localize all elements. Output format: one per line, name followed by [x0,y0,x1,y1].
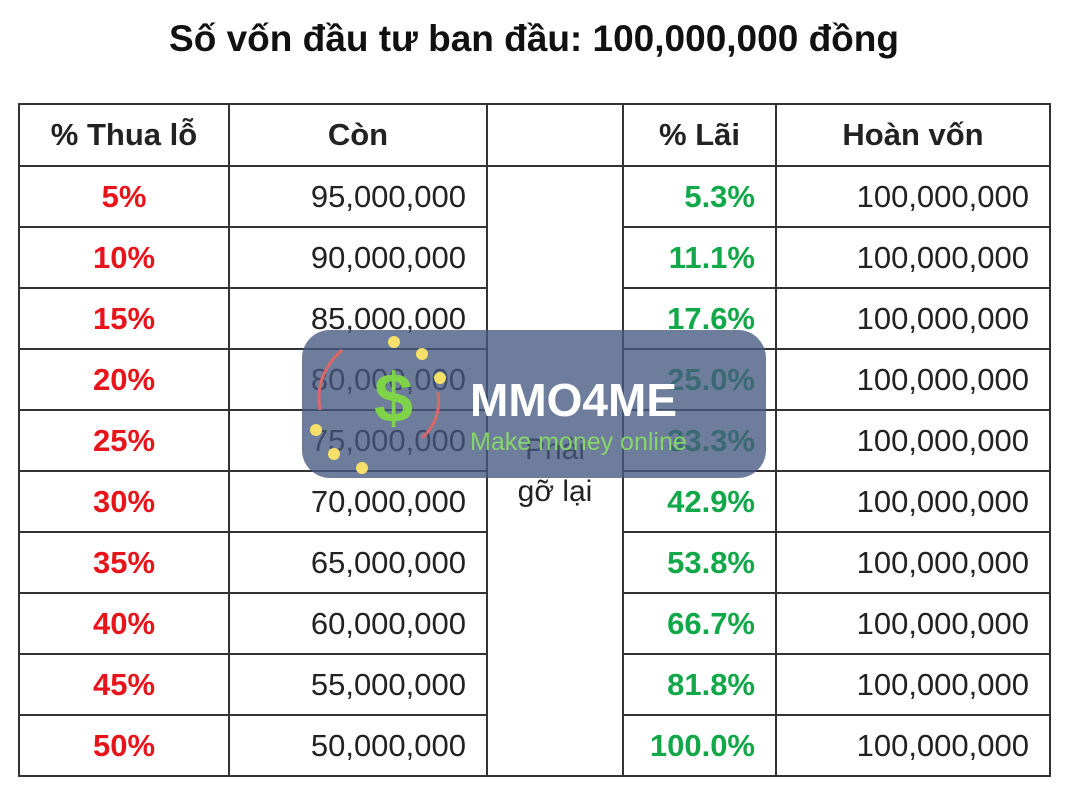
cell: 53.8% [622,531,777,594]
row: 45% 55,000,000 81.8% 100,000,000 [18,653,1051,716]
cell: 100,000,000 [775,226,1051,289]
dollar-icon: $ [374,359,413,437]
row: 40% 60,000,000 66.7% 100,000,000 [18,592,1051,655]
header-cell [486,103,624,167]
cell: 66.7% [622,592,777,655]
cell: 10% [18,226,230,289]
cell: 100,000,000 [775,714,1051,777]
cell: 35% [18,531,230,594]
header-cell: Hoàn vốn [775,103,1051,167]
cell: 30% [18,470,230,533]
cell: 90,000,000 [228,226,488,289]
header-cell: % Thua lỗ [18,103,230,167]
note-line: gỡ lại [517,475,593,508]
cell: 5% [18,165,230,228]
header-cell: Còn [228,103,488,167]
cell: 95,000,000 [228,165,488,228]
cell: 15% [18,287,230,350]
cell: 5.3% [622,165,777,228]
cell: 42.9% [622,470,777,533]
row: 10% 90,000,000 11.1% 100,000,000 [18,226,1051,289]
cell: 55,000,000 [228,653,488,716]
cell: 100,000,000 [775,287,1051,350]
cell: 50,000,000 [228,714,488,777]
cell: 40% [18,592,230,655]
cell: 45% [18,653,230,716]
cell: 100.0% [622,714,777,777]
stars [310,336,446,474]
cell: 100,000,000 [775,653,1051,716]
cell: 81.8% [622,653,777,716]
cell: 100,000,000 [775,470,1051,533]
row: 35% 65,000,000 53.8% 100,000,000 [18,531,1051,594]
cell: 20% [18,348,230,411]
row: 50% 50,000,000 100.0% 100,000,000 [18,714,1051,777]
watermark: $ MMO4ME Make money online [302,330,766,478]
cell: 100,000,000 [775,531,1051,594]
cell: 60,000,000 [228,592,488,655]
watermark-bg [302,330,766,478]
tagline: Make money online [470,428,687,456]
cell: 11.1% [622,226,777,289]
cell: 100,000,000 [775,592,1051,655]
arrow [317,348,343,411]
cell: 100,000,000 [775,165,1051,228]
cell: 65,000,000 [228,531,488,594]
cell: 100,000,000 [775,348,1051,411]
cell: 50% [18,714,230,777]
header-row: % Thua lỗ Còn % Lãi Hoàn vốn [18,103,1051,167]
title: Số vốn đầu tư ban đầu: 100,000,000 đồng [169,18,899,59]
row: 30% 70,000,000 42.9% 100,000,000 [18,470,1051,533]
cell: 25% [18,409,230,472]
cell: 100,000,000 [775,409,1051,472]
header-cell: % Lãi [622,103,777,167]
cell: 70,000,000 [228,470,488,533]
arrow [420,391,441,440]
brand: MMO4ME [470,374,677,426]
